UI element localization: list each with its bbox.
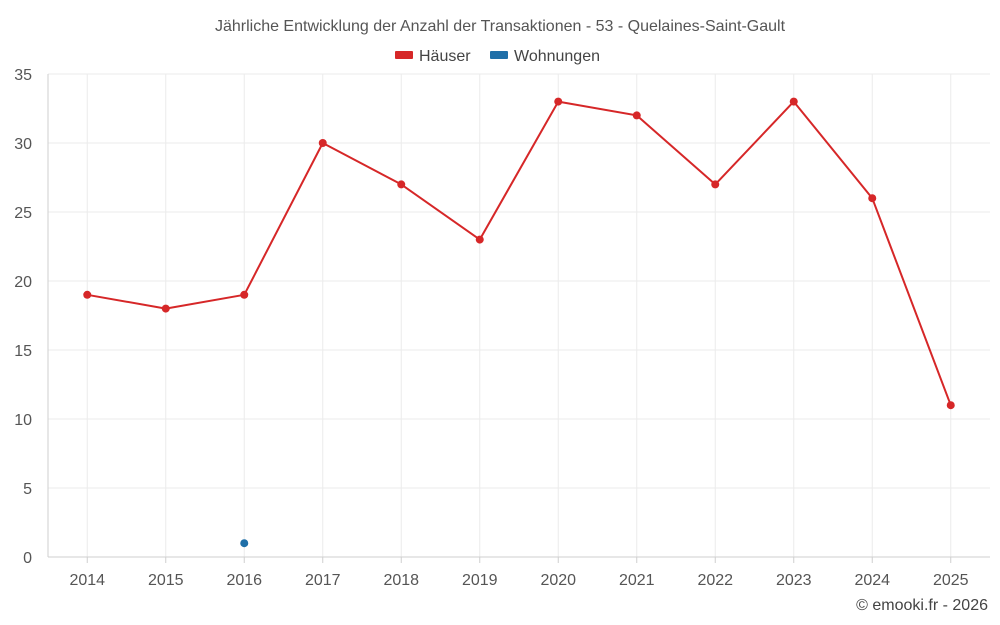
x-tick-label: 2018: [383, 572, 419, 589]
data-point: [946, 401, 955, 410]
data-point: [868, 194, 877, 203]
x-tick-label: 2022: [697, 572, 733, 589]
data-point: [632, 111, 641, 120]
x-tick-label: 2016: [226, 572, 262, 589]
data-point: [711, 180, 720, 189]
series-layer: [83, 97, 955, 548]
x-tick-label: 2023: [776, 572, 812, 589]
credit-text: © emooki.fr - 2026: [856, 597, 988, 614]
legend-swatch: [490, 51, 508, 59]
grid-layer: [48, 73, 990, 557]
x-tick-label: 2024: [854, 572, 890, 589]
y-tick-label: 30: [14, 136, 32, 153]
legend-label: Wohnungen: [514, 48, 600, 65]
legend-label: Häuser: [419, 48, 471, 65]
y-tick-label: 0: [23, 550, 32, 567]
series-line: [87, 100, 952, 406]
data-point: [240, 539, 249, 548]
y-tick-label: 20: [14, 274, 32, 291]
y-tick-label: 10: [14, 412, 32, 429]
chart-title: Jährliche Entwicklung der Anzahl der Tra…: [215, 18, 786, 35]
legend-swatch: [395, 51, 413, 59]
legend: Häuser Wohnungen: [395, 48, 600, 65]
legend-item: Wohnungen: [490, 48, 600, 65]
data-point: [397, 180, 406, 189]
x-tick-label: 2020: [540, 572, 576, 589]
data-point: [554, 97, 563, 106]
data-point: [475, 235, 484, 244]
x-tick-label: 2019: [462, 572, 498, 589]
y-tick-label: 25: [14, 205, 32, 222]
x-tick-label: 2025: [933, 572, 969, 589]
x-tick-label: 2017: [305, 572, 341, 589]
y-tick-label: 35: [14, 67, 32, 84]
data-point: [789, 97, 798, 106]
data-point: [161, 304, 170, 313]
series-2: [240, 539, 249, 548]
y-tick-label: 15: [14, 343, 32, 360]
data-point: [83, 290, 92, 299]
legend-item: Häuser: [395, 48, 471, 65]
x-tick-label: 2014: [69, 572, 105, 589]
x-tick-label: 2015: [148, 572, 184, 589]
data-point: [240, 290, 249, 299]
data-point: [318, 139, 327, 147]
series-1: [83, 97, 955, 410]
y-tick-label: 5: [23, 481, 32, 498]
x-tick-label: 2021: [619, 572, 655, 589]
